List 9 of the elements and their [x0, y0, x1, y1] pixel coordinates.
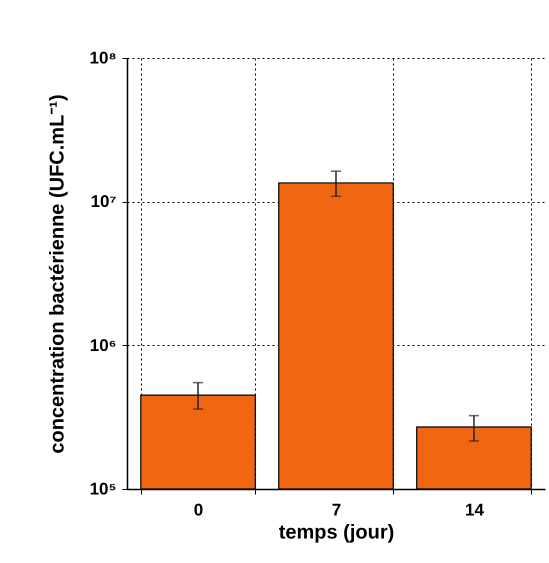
y-tick-label: 10⁸ [90, 48, 116, 68]
y-axis-title: concentration bactérienne (UFC.mL⁻¹) [46, 94, 69, 454]
x-tick-label: 7 [332, 500, 342, 520]
x-axis-title: temps (jour) [278, 522, 394, 544]
y-tick-label: 10⁶ [90, 336, 116, 355]
x-tick-label: 0 [194, 500, 204, 520]
y-tick-label: 10⁵ [90, 480, 116, 498]
y-tick-label: 10⁷ [90, 192, 116, 212]
x-tick-label: 14 [464, 500, 484, 520]
